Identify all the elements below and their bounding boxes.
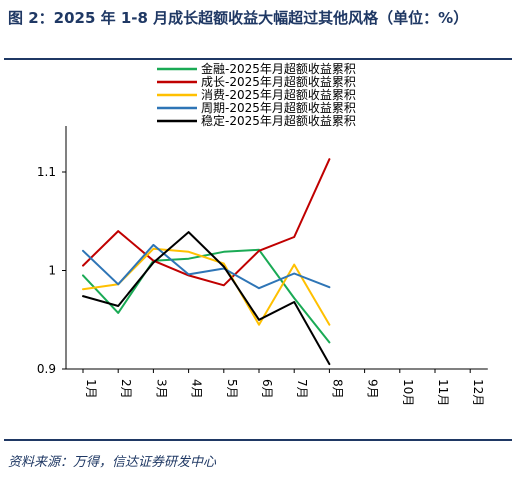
x-tick-label: 1月 [84,379,98,399]
chart-legend: 金融-2025年月超额收益累积成长-2025年月超额收益累积消费-2025年月超… [157,61,356,128]
legend-label: 消费-2025年月超额收益累积 [201,87,356,102]
title-rule [4,58,512,60]
x-tick-label: 3月 [154,379,168,399]
x-tick-label: 11月 [436,379,450,406]
source-note: 资料来源：万得，信达证券研发中心 [8,455,217,470]
x-tick-label: 5月 [225,379,239,399]
series-line [82,248,331,344]
x-tick-label: 10月 [401,379,415,406]
series-line [82,231,331,366]
x-tick-label: 2月 [119,379,133,399]
line-chart: 金融-2025年月超额收益累积成长-2025年月超额收益累积消费-2025年月超… [37,61,488,406]
figure-title: 图 2：2025 年 1-8 月成长超额收益大幅超过其他风格（单位：%） [8,9,469,27]
legend-label: 成长-2025年月超额收益累积 [201,74,356,89]
x-tick-label: 4月 [190,379,204,399]
series-line [82,243,331,290]
series-lines [82,158,331,366]
legend-label: 金融-2025年月超额收益累积 [201,61,356,76]
x-tick-label: 9月 [366,379,380,399]
source-rule [4,439,512,441]
x-tick-label: 8月 [330,379,344,399]
legend-label: 稳定-2025年月超额收益累积 [201,113,356,128]
series-line [82,158,331,287]
x-axis: 1月 2月 3月 4月 5月 6月 7月 8月 9月 10月 11月 12月 [66,368,488,406]
y-tick-label: 1 [48,264,56,278]
legend-label: 周期-2025年月超额收益累积 [201,100,356,115]
x-tick-label: 7月 [295,379,309,399]
y-tick-label: 1.1 [37,165,56,179]
x-tick-label: 12月 [471,379,485,406]
x-tick-label: 6月 [260,379,274,399]
series-line [82,247,331,326]
y-tick-label: 0.9 [37,362,56,376]
y-axis: 0.9 1 1.1 [37,126,67,376]
